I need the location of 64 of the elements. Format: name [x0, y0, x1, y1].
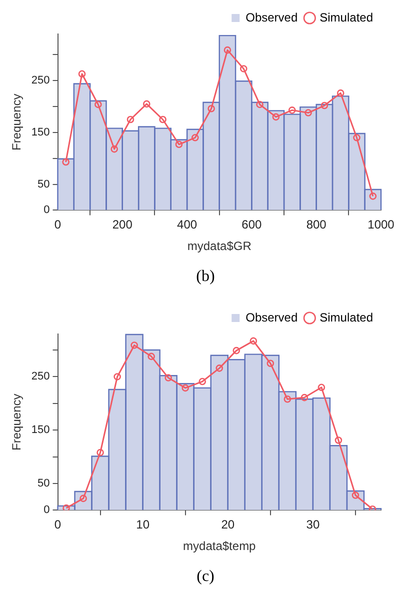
point	[266, 360, 274, 368]
point	[208, 104, 215, 112]
point	[284, 395, 292, 403]
point	[198, 378, 206, 386]
x-tick-label: 400	[177, 218, 198, 232]
point	[318, 384, 326, 392]
legend-label: Observed	[246, 10, 298, 24]
x-axis-title: mydata$GR	[187, 239, 252, 254]
point	[175, 140, 183, 148]
text: (c)	[196, 568, 216, 586]
point	[353, 134, 360, 142]
point	[272, 113, 280, 121]
point	[126, 116, 134, 124]
point	[96, 448, 104, 456]
y-tick-label: 150	[31, 126, 50, 138]
y-axis-title: Frequency	[10, 394, 24, 450]
x-tick-label: 10	[136, 518, 150, 532]
point	[130, 342, 138, 349]
legend-label: Simulated	[320, 310, 374, 324]
point	[256, 100, 264, 108]
x-tick-label: 200	[112, 218, 133, 232]
point	[78, 70, 86, 78]
y-tick-label: 250	[31, 74, 50, 87]
point	[232, 346, 240, 354]
point	[300, 394, 308, 402]
point	[334, 436, 342, 444]
x-tick-label: 1000	[368, 218, 395, 232]
y-tick-label: 150	[31, 424, 50, 436]
point	[250, 337, 258, 345]
y-axis-title: Frequency	[10, 94, 24, 150]
text: (b)	[195, 268, 216, 286]
y-tick-label: 0	[44, 504, 50, 516]
point	[159, 116, 166, 124]
point	[164, 374, 172, 382]
x-tick-label: 0	[54, 518, 62, 532]
point	[304, 109, 312, 116]
point	[352, 492, 360, 499]
point	[114, 373, 121, 380]
x-tick-label: 30	[306, 518, 320, 532]
point	[62, 504, 70, 510]
point	[142, 100, 150, 108]
point	[224, 46, 232, 54]
y-tick-label: 50	[38, 178, 50, 190]
x-tick-label: 0	[54, 218, 62, 232]
point	[110, 145, 118, 153]
x-tick-label: 800	[306, 218, 327, 232]
point	[320, 102, 328, 110]
x-tick-label: 20	[221, 518, 235, 532]
point	[148, 352, 155, 360]
point	[94, 100, 102, 108]
y-tick-label: 50	[38, 478, 50, 490]
point	[240, 65, 248, 72]
x-tick-label: 600	[242, 218, 262, 232]
point	[288, 106, 296, 114]
legend-label: Simulated	[320, 10, 374, 24]
point	[191, 134, 199, 142]
legend-label: Observed	[246, 310, 298, 324]
point	[182, 384, 189, 392]
x-axis-title: mydata$temp	[183, 539, 256, 554]
point	[336, 89, 344, 97]
y-tick-label: 250	[31, 370, 50, 383]
point	[216, 364, 224, 372]
point	[62, 158, 70, 166]
y-tick-label: 0	[44, 204, 50, 216]
